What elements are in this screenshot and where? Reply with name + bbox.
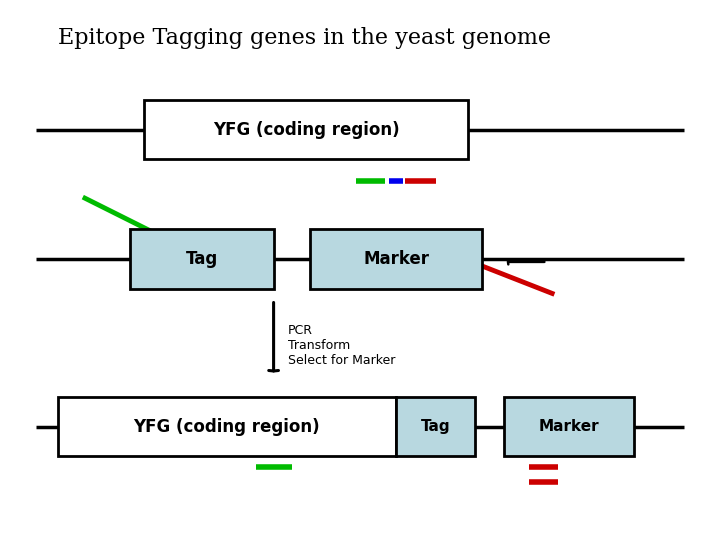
Bar: [310, 230, 482, 289]
Bar: [504, 397, 634, 456]
Text: Transform: Transform: [288, 339, 350, 352]
Text: Marker: Marker: [363, 250, 429, 268]
Bar: [130, 230, 274, 289]
Text: Marker: Marker: [539, 419, 599, 434]
Bar: [58, 397, 396, 456]
Text: Tag: Tag: [420, 419, 451, 434]
Text: Epitope Tagging genes in the yeast genome: Epitope Tagging genes in the yeast genom…: [58, 27, 551, 49]
Text: YFG (coding region): YFG (coding region): [133, 417, 320, 436]
Text: YFG (coding region): YFG (coding region): [212, 120, 400, 139]
Text: PCR: PCR: [288, 324, 313, 337]
Bar: [144, 100, 468, 159]
Text: Select for Marker: Select for Marker: [288, 354, 395, 367]
Text: Tag: Tag: [186, 250, 217, 268]
Bar: [396, 397, 475, 456]
